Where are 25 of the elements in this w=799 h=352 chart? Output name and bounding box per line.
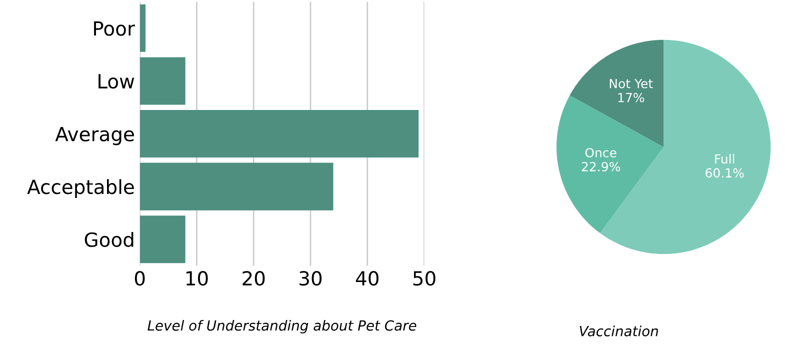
x-tick-label: 20 bbox=[242, 270, 265, 286]
bar bbox=[140, 162, 334, 210]
text: Vaccination bbox=[580, 326, 658, 336]
bar bbox=[140, 57, 186, 105]
y-tick-label: Poor bbox=[94, 21, 135, 36]
bar bbox=[140, 216, 186, 264]
bar bbox=[140, 110, 419, 158]
slice-label: Once bbox=[585, 148, 616, 158]
x-axis-title: Level of Understanding about Pet Care bbox=[148, 320, 416, 334]
y-tick-label: Acceptable bbox=[27, 179, 134, 198]
y-tick-label: Low bbox=[98, 74, 134, 89]
x-tick-label: 0 bbox=[134, 270, 145, 286]
pie-slice bbox=[570, 40, 664, 147]
x-tick-label: 40 bbox=[356, 270, 378, 286]
x-tick-label: 30 bbox=[300, 270, 322, 286]
y-tick-label: Average bbox=[55, 126, 134, 146]
slice-label: Full bbox=[715, 154, 734, 164]
slice-label: Not Yet bbox=[610, 79, 653, 88]
data-label: 22.9% bbox=[582, 162, 620, 172]
data-label: 60.1% bbox=[706, 168, 744, 178]
data-label: 17% bbox=[618, 92, 644, 102]
x-tick-label: 10 bbox=[186, 270, 208, 286]
y-tick-label: Good bbox=[84, 232, 134, 248]
bar bbox=[140, 4, 146, 52]
x-tick-label: 50 bbox=[413, 270, 436, 286]
